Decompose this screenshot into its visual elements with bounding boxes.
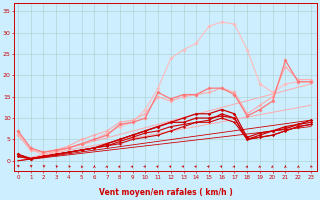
X-axis label: Vent moyen/en rafales ( km/h ): Vent moyen/en rafales ( km/h ) [99, 188, 233, 197]
